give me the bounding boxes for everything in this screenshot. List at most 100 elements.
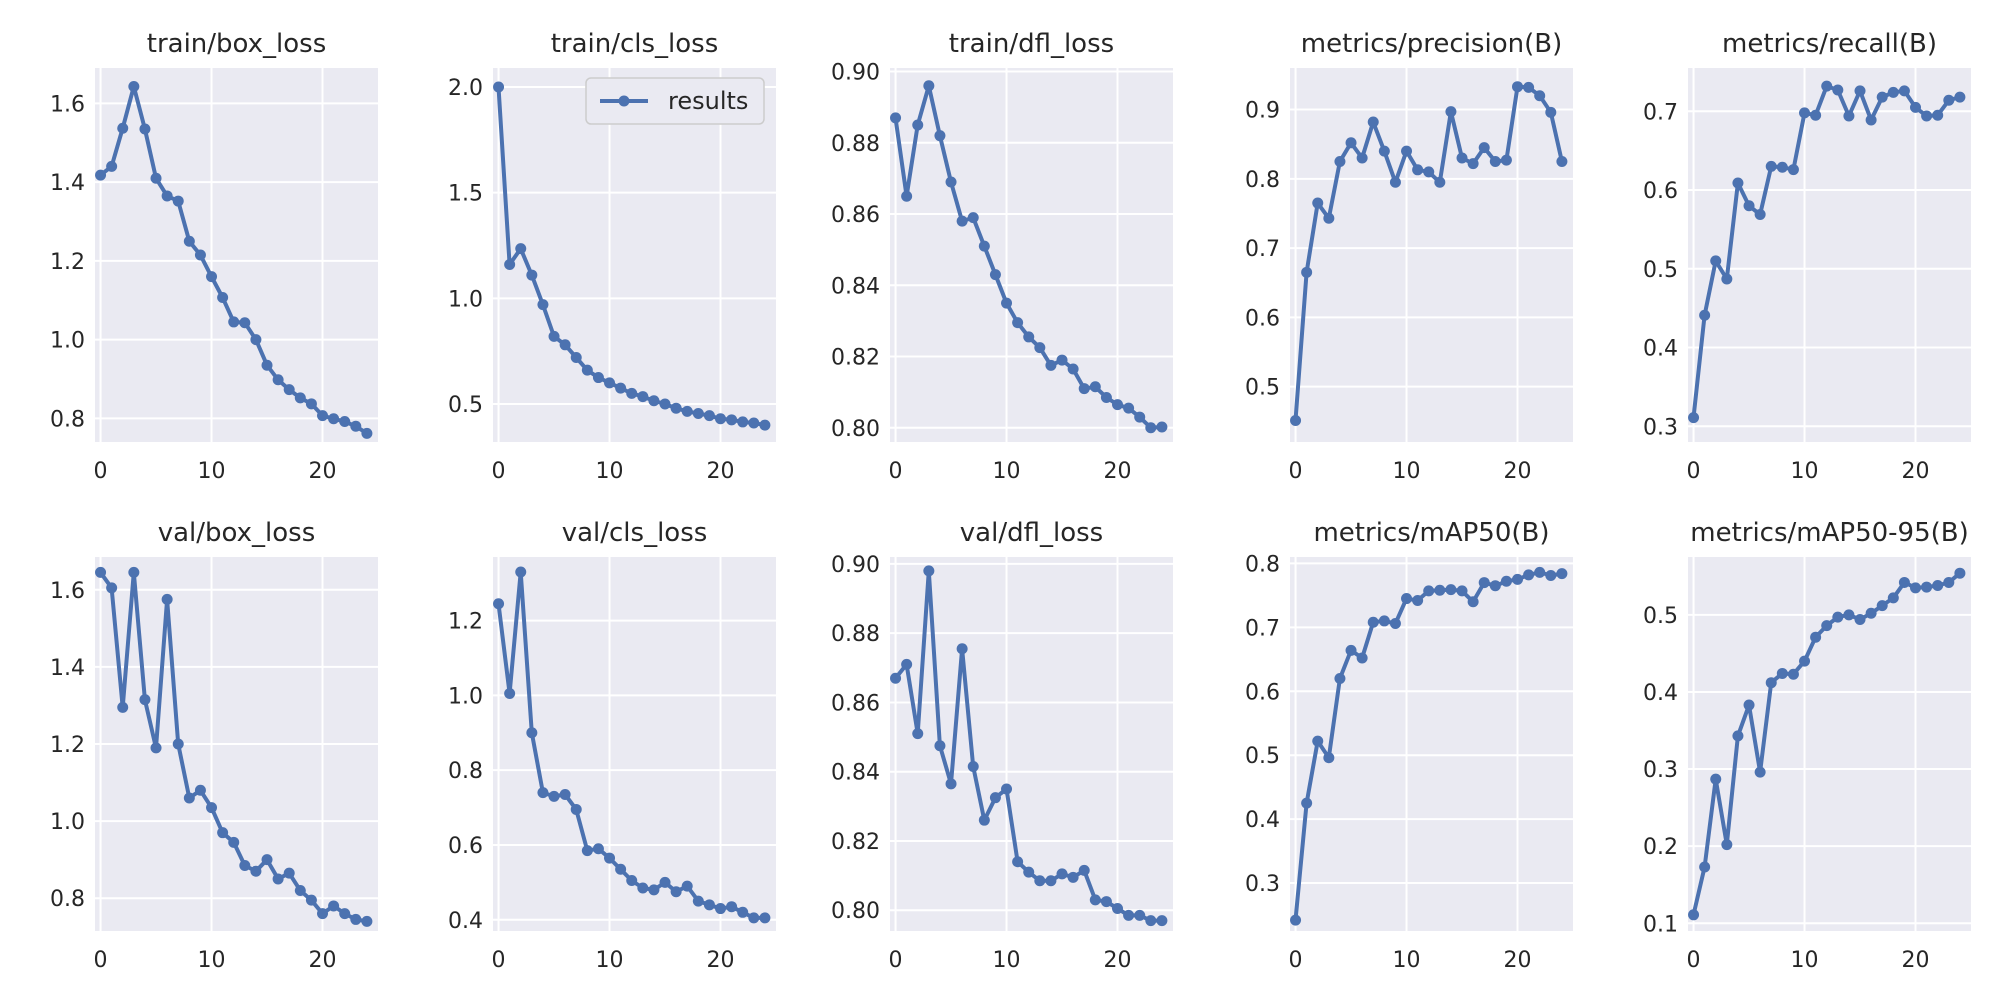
data-point	[934, 130, 946, 142]
data-point	[1721, 839, 1733, 851]
data-point	[1854, 613, 1866, 625]
data-point	[726, 414, 738, 426]
panel-title: metrics/recall(B)	[1722, 29, 1937, 59]
data-point	[493, 81, 505, 93]
data-point	[1356, 652, 1368, 664]
y-tick-label: 0.2	[1643, 835, 1678, 860]
x-tick-label: 20	[1104, 459, 1132, 484]
data-point	[1467, 158, 1479, 170]
data-point	[1456, 585, 1468, 597]
data-point	[194, 249, 206, 261]
data-point	[1765, 677, 1777, 689]
data-point	[328, 900, 340, 912]
data-point	[1467, 596, 1479, 608]
data-point	[923, 565, 935, 577]
data-point	[150, 742, 162, 754]
y-tick-label: 0.3	[1245, 872, 1280, 897]
data-point	[1832, 84, 1844, 96]
data-point	[1089, 381, 1101, 393]
data-point	[1301, 266, 1313, 278]
data-point	[139, 123, 151, 135]
data-point	[989, 792, 1001, 804]
data-point	[339, 416, 351, 428]
y-tick-label: 0.8	[1245, 552, 1280, 577]
data-point	[1412, 164, 1424, 176]
y-tick-label: 0.5	[1643, 604, 1678, 629]
data-point	[1056, 868, 1068, 880]
panel-metrics-precision-b: 0 10 20 0.5 0.6 0.7 0.8 0.9 metrics/precision(B)	[1245, 29, 1573, 484]
y-tick-label: 0.8	[50, 887, 85, 912]
data-point	[1732, 177, 1744, 189]
x-tick-label: 20	[1902, 948, 1930, 973]
data-point	[1145, 422, 1157, 434]
y-tick-label: 0.3	[1643, 758, 1678, 783]
data-point	[1821, 620, 1833, 632]
data-point	[1954, 567, 1966, 579]
y-tick-label: 0.86	[831, 203, 880, 228]
data-point	[1854, 85, 1866, 97]
data-point	[1545, 570, 1557, 582]
data-point	[250, 865, 262, 877]
data-point	[1832, 611, 1844, 623]
data-point	[272, 873, 284, 885]
data-point	[1743, 200, 1755, 212]
data-point	[703, 410, 715, 422]
y-tick-label: 0.5	[1245, 744, 1280, 769]
data-point	[1100, 391, 1112, 403]
y-tick-label: 0.80	[831, 417, 880, 442]
data-point	[1534, 90, 1546, 102]
data-point	[305, 894, 317, 906]
legend-marker	[618, 95, 630, 107]
data-point	[1787, 164, 1799, 176]
panel-val-cls-loss: 0 10 20 0.4 0.6 0.8 1.0 1.2 val/cls_loss	[448, 518, 776, 973]
data-point	[626, 387, 638, 399]
panel-title: train/cls_loss	[551, 29, 719, 59]
data-point	[912, 119, 924, 131]
panel-val-dfl-loss: 0 10 20 0.80 0.82 0.84 0.86 0.88 0.90 val/dfl_los…	[831, 518, 1173, 973]
data-point	[1345, 644, 1357, 656]
data-point	[1710, 255, 1722, 267]
x-tick-label: 10	[596, 459, 624, 484]
data-point	[737, 906, 749, 918]
data-point	[317, 908, 329, 920]
data-point	[172, 738, 184, 750]
panel-val-box-loss: 0 10 20 0.8 1.0 1.2 1.4 1.6 val/box_loss	[50, 518, 378, 973]
data-point	[1045, 875, 1057, 887]
data-point	[978, 240, 990, 252]
data-point	[294, 392, 306, 404]
data-point	[912, 728, 924, 740]
data-point	[328, 413, 340, 425]
data-point	[1378, 615, 1390, 627]
data-point	[250, 334, 262, 346]
y-tick-label: 0.9	[1245, 99, 1280, 124]
x-tick-label: 10	[1791, 948, 1819, 973]
y-tick-label: 0.7	[1245, 237, 1280, 262]
data-point	[117, 122, 129, 134]
data-point	[1523, 569, 1535, 581]
data-point	[1123, 402, 1135, 414]
data-point	[1710, 773, 1722, 785]
data-point	[350, 913, 362, 925]
data-point	[1932, 109, 1944, 121]
data-point	[615, 382, 627, 394]
data-point	[1843, 609, 1855, 621]
y-tick-label: 1.2	[50, 733, 85, 758]
x-tick-label: 20	[707, 948, 735, 973]
data-point	[239, 317, 251, 329]
data-point	[604, 377, 616, 389]
plot-area	[493, 557, 776, 931]
y-tick-label: 0.84	[831, 761, 880, 786]
data-point	[1323, 752, 1335, 764]
data-point	[1887, 86, 1899, 98]
data-point	[1721, 273, 1733, 285]
data-point	[548, 790, 560, 802]
data-point	[681, 405, 693, 417]
data-point	[1401, 593, 1413, 605]
y-tick-label: 0.8	[50, 407, 85, 432]
data-point	[1290, 914, 1302, 926]
data-point	[1023, 331, 1035, 343]
data-point	[106, 160, 118, 172]
data-point	[659, 876, 671, 888]
data-point	[128, 566, 140, 578]
data-point	[1699, 861, 1711, 873]
